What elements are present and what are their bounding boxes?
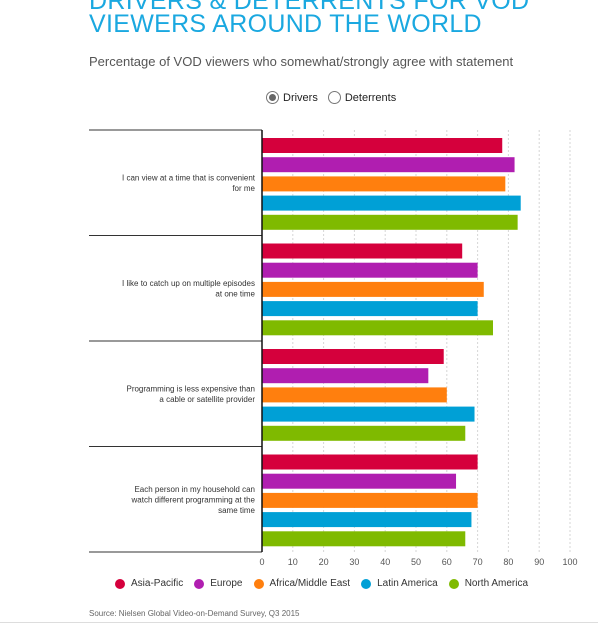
x-tick-label: 60	[442, 557, 452, 567]
x-tick-label: 30	[349, 557, 359, 567]
x-tick-label: 70	[473, 557, 483, 567]
drivers-radio-option[interactable]: Drivers	[266, 91, 318, 104]
bar-asia-pacific	[262, 454, 478, 470]
bar-latin-america	[262, 195, 521, 211]
bar-europe	[262, 368, 429, 384]
bar-africa-middle-east	[262, 281, 484, 297]
category-label: at one time	[215, 290, 255, 299]
bar-north-america	[262, 425, 466, 441]
legend-item[interactable]: Europe	[194, 578, 243, 589]
category-label: I can view at a time that is convenient	[122, 174, 256, 183]
deterrents-radio-icon[interactable]	[327, 91, 341, 104]
deterrents-radio-label: Deterrents	[344, 91, 397, 104]
category-label: watch different programming at the	[131, 495, 256, 504]
category-label: I like to catch up on multiple episodes	[122, 279, 255, 288]
bar-north-america	[262, 531, 466, 547]
legend-label: Asia-Pacific	[131, 578, 184, 589]
bar-africa-middle-east	[262, 387, 447, 403]
category-label: for me	[232, 184, 255, 193]
x-tick-label: 80	[503, 557, 513, 567]
bar-asia-pacific	[262, 243, 463, 259]
x-tick-label: 20	[319, 557, 329, 567]
bar-europe	[262, 262, 478, 278]
legend-item[interactable]: Asia-Pacific	[115, 578, 183, 589]
bar-latin-america	[262, 301, 478, 317]
drivers-radio-icon[interactable]	[266, 91, 279, 104]
page-title: DRIVERS & DETERRENTS FOR VOD VIEWERS ARO…	[89, 0, 530, 38]
chart-subtitle: Percentage of VOD viewers who somewhat/s…	[89, 54, 514, 69]
bar-europe	[262, 473, 457, 489]
legend-label: North America	[464, 578, 529, 589]
x-tick-label: 100	[562, 557, 577, 567]
bar-north-america	[262, 214, 518, 230]
deterrents-radio-option[interactable]: Deterrents	[327, 91, 397, 104]
bar-asia-pacific	[262, 349, 444, 364]
driver-deterrent-toggle: Drivers Deterrents	[266, 91, 406, 104]
legend-item[interactable]: North America	[448, 578, 529, 589]
chart-legend: Asia-Pacific Europe Africa/Middle East Lati…	[115, 578, 539, 589]
legend-dot-icon	[194, 578, 205, 589]
x-tick-label: 10	[288, 557, 298, 567]
source-note: Source: Nielsen Global Video-on-Demand S…	[89, 609, 300, 618]
bar-africa-middle-east	[262, 492, 478, 508]
legend-item[interactable]: Africa/Middle East	[253, 578, 351, 589]
legend-dot-icon	[115, 578, 125, 589]
bar-chart: I can view at a time that is convenientf…	[89, 129, 578, 567]
bar-latin-america	[262, 406, 475, 422]
category-label: Programming is less expensive than	[126, 385, 255, 394]
legend-label: Africa/Middle East	[269, 578, 351, 589]
x-tick-label: 40	[380, 557, 390, 567]
bar-latin-america	[262, 512, 472, 528]
bottom-divider	[0, 622, 598, 623]
legend-label: Europe	[210, 578, 243, 589]
bar-europe	[262, 157, 515, 173]
x-tick-label: 90	[534, 557, 544, 567]
category-label: a cable or satellite provider	[159, 395, 255, 404]
bar-asia-pacific	[262, 138, 503, 153]
x-tick-label: 0	[259, 557, 264, 567]
legend-dot-icon	[253, 578, 264, 589]
category-label: same time	[218, 506, 255, 515]
drivers-radio-label: Drivers	[283, 91, 318, 104]
legend-dot-icon	[448, 578, 459, 589]
x-tick-label: 50	[411, 557, 421, 567]
bar-africa-middle-east	[262, 176, 506, 192]
legend-dot-icon	[361, 578, 372, 589]
legend-label: Latin America	[377, 578, 438, 589]
bar-north-america	[262, 320, 493, 336]
category-label: Each person in my household can	[134, 485, 255, 494]
legend-item[interactable]: Latin America	[361, 578, 438, 589]
